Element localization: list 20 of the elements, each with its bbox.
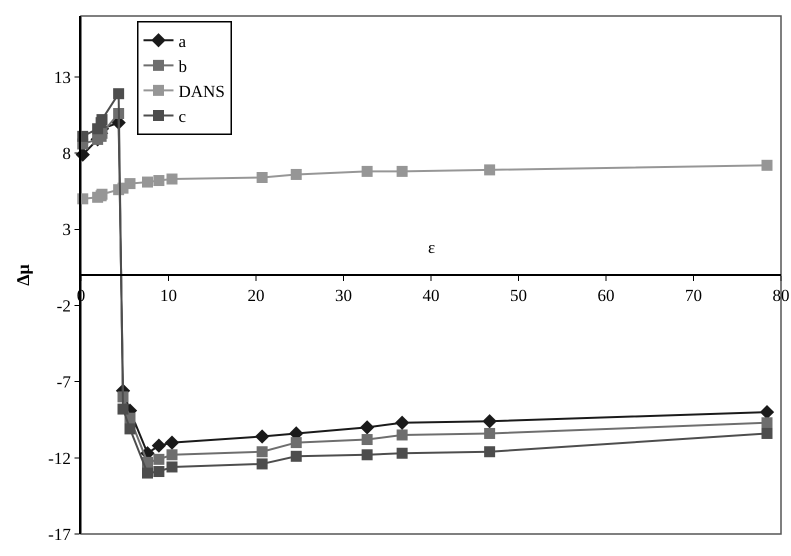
y-axis-title: Δμ [12, 264, 33, 286]
x-tick-label: 70 [685, 286, 702, 306]
x-axis-title: ε [428, 238, 436, 257]
y-tick-label: 13 [54, 68, 71, 87]
y-tick-label: -2 [56, 296, 71, 316]
legend-label: DANS [178, 82, 225, 102]
legend-label: c [178, 107, 186, 126]
y-tick-label: -17 [48, 524, 72, 544]
legend-label: a [178, 32, 186, 51]
x-tick-label: 50 [510, 286, 527, 306]
x-tick-label: 10 [160, 286, 177, 306]
x-tick-label: 30 [335, 286, 352, 306]
y-tick-label: 3 [62, 220, 71, 240]
y-tick-label: -7 [56, 372, 72, 392]
x-tick-label: 60 [598, 286, 614, 306]
y-tick-label: -12 [48, 448, 71, 468]
x-tick-label: 40 [422, 286, 440, 306]
y-tick-label: 8 [62, 144, 71, 164]
x-tick-label: 20 [248, 286, 264, 306]
legend-label: b [178, 56, 187, 76]
